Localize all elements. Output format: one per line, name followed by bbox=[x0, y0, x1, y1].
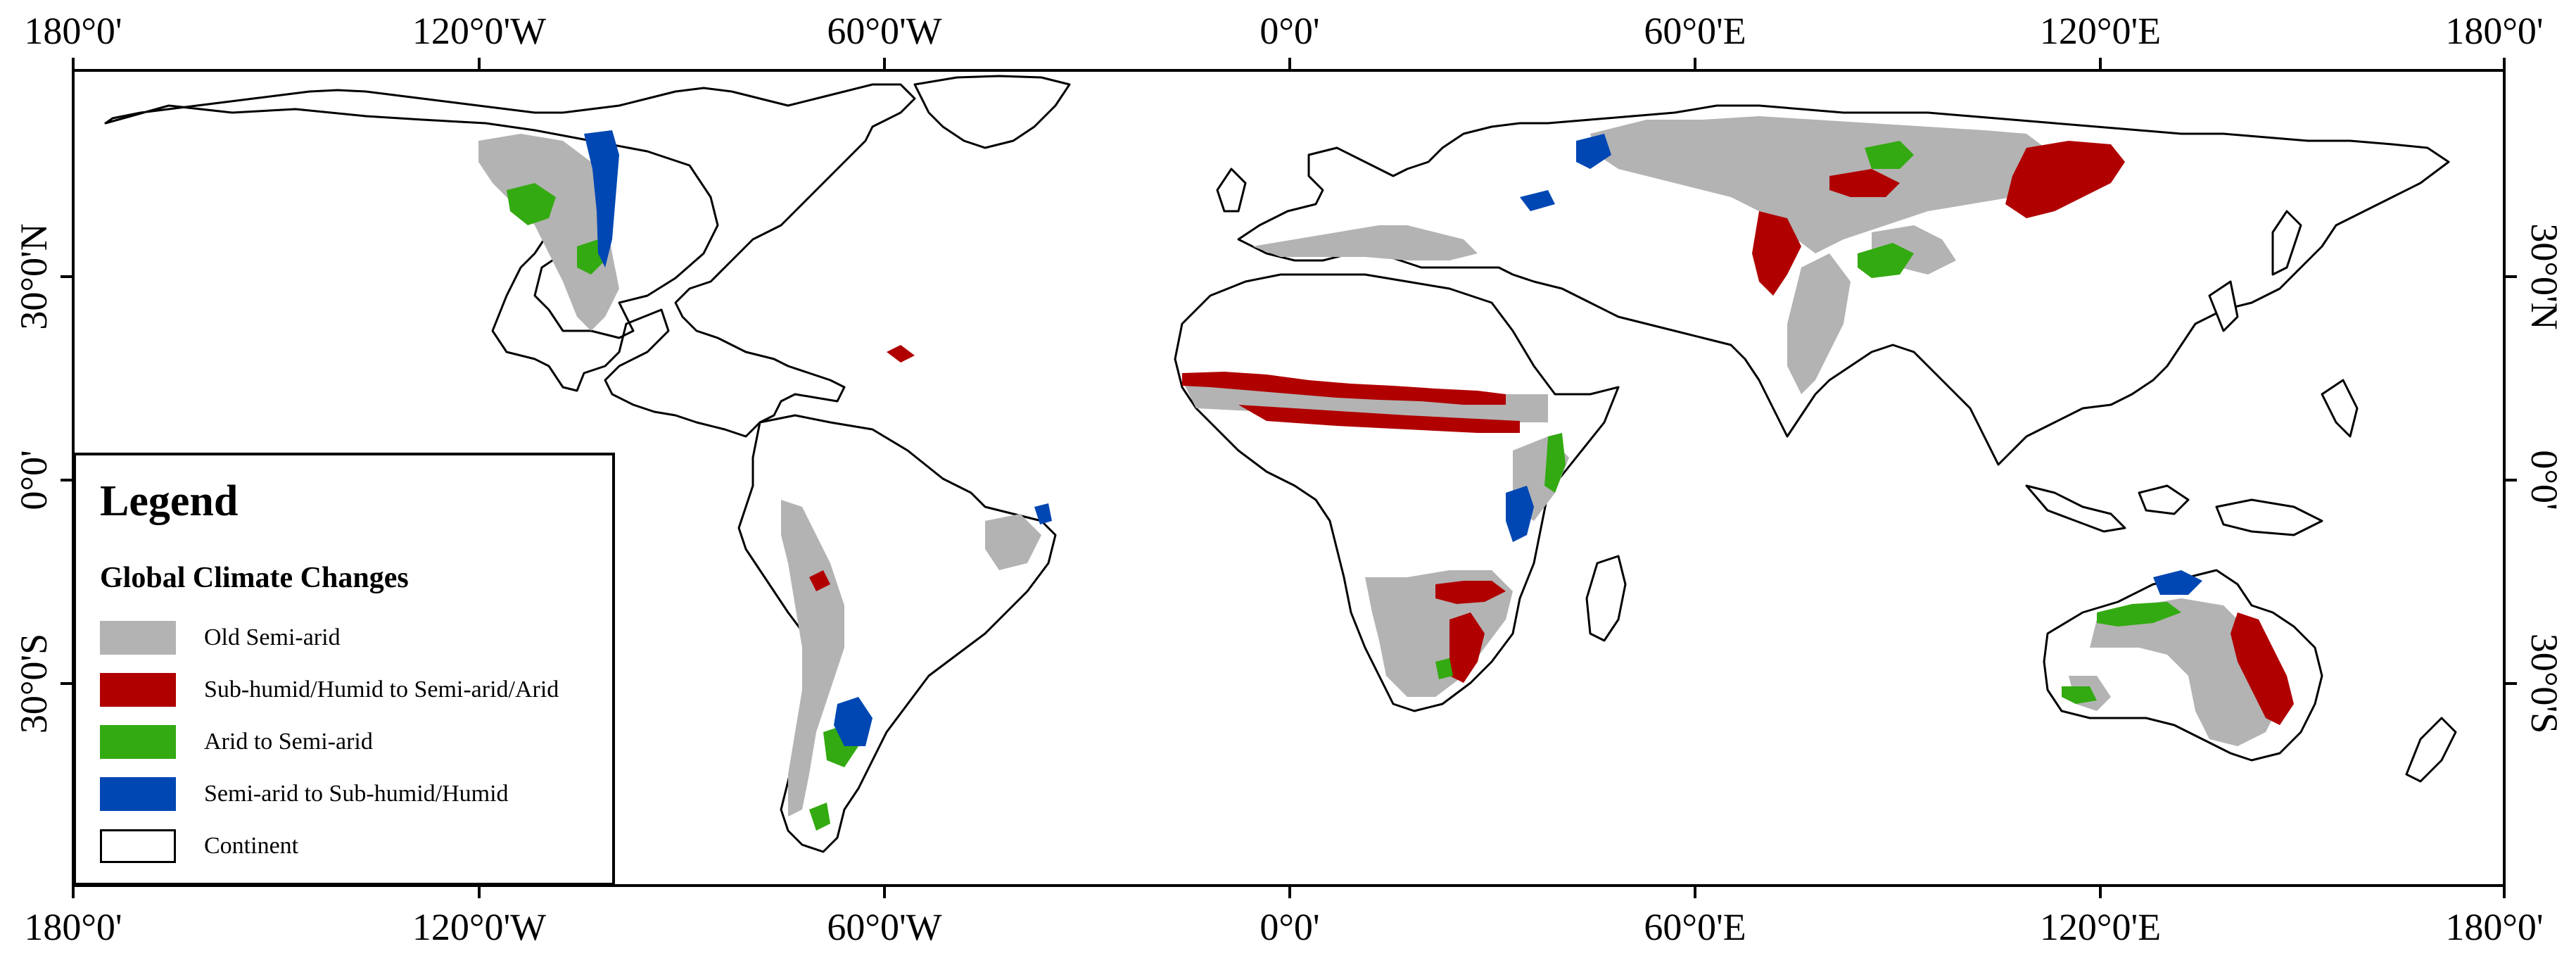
top-tick-label: 120°0'E bbox=[2040, 10, 2161, 52]
new-zealand-outline bbox=[2405, 717, 2457, 783]
top-tick-label: 60°0'W bbox=[827, 10, 941, 52]
humid-to-arid-zones bbox=[809, 141, 2294, 725]
top-tick-label: 180°0' bbox=[2445, 10, 2543, 52]
legend-item-continent: Continent bbox=[100, 828, 298, 864]
top-tick-labels: 180°0' 120°0'W 60°0'W 0°0' 60°0'E 120°0'… bbox=[24, 10, 2543, 52]
semi-arid-to-humid-zones bbox=[584, 130, 2202, 746]
top-tick-label: 120°0'W bbox=[412, 10, 546, 52]
bottom-tick-label: 120°0'E bbox=[2040, 906, 2161, 948]
legend-label: Arid to Semi-arid bbox=[204, 729, 373, 755]
top-tick-label: 60°0'E bbox=[1644, 10, 1746, 52]
top-tick-label: 0°0' bbox=[1260, 10, 1319, 52]
bottom-tick-label: 180°0' bbox=[2445, 906, 2543, 948]
legend-swatch bbox=[100, 725, 176, 759]
right-tick-label: 0°0' bbox=[2523, 450, 2565, 510]
legend-swatch bbox=[100, 673, 176, 707]
legend-item-semi-arid-to-humid: Semi-arid to Sub-humid/Humid bbox=[100, 776, 509, 812]
left-tick-label: 30°0'N bbox=[13, 223, 55, 329]
bottom-tick-label: 180°0' bbox=[24, 906, 122, 948]
legend-swatch bbox=[100, 777, 176, 811]
legend-label: Continent bbox=[204, 833, 299, 859]
climate-zones bbox=[478, 116, 2294, 831]
bottom-tick-label: 120°0'W bbox=[412, 906, 546, 948]
right-tick-label: 30°0'S bbox=[2523, 634, 2565, 734]
small-islands-outline bbox=[1216, 168, 2302, 276]
bottom-tick-label: 0°0' bbox=[1260, 906, 1319, 948]
legend-item-old-semi-arid: Old Semi-arid bbox=[100, 619, 341, 656]
top-tick-label: 180°0' bbox=[24, 10, 122, 52]
graticule-ticks bbox=[61, 58, 2517, 898]
north-america-outline bbox=[104, 83, 916, 438]
madagascar-outline bbox=[1585, 555, 1627, 642]
bottom-tick-label: 60°0'E bbox=[1644, 906, 1746, 948]
south-america-outline bbox=[737, 414, 1057, 853]
legend-item-humid-to-arid: Sub-humid/Humid to Semi-arid/Arid bbox=[100, 672, 559, 708]
legend-label: Semi-arid to Sub-humid/Humid bbox=[204, 781, 509, 807]
bottom-tick-labels: 180°0' 120°0'W 60°0'W 0°0' 60°0'E 120°0'… bbox=[24, 906, 2543, 948]
legend-panel: Legend Global Climate Changes Old Semi-a… bbox=[73, 453, 615, 886]
bottom-tick-label: 60°0'W bbox=[827, 906, 941, 948]
left-tick-label: 0°0' bbox=[13, 450, 55, 510]
legend-subtitle: Global Climate Changes bbox=[100, 562, 409, 594]
right-tick-label: 30°0'N bbox=[2523, 223, 2565, 329]
legend-swatch bbox=[100, 829, 176, 863]
legend-label: Old Semi-arid bbox=[204, 624, 341, 650]
left-tick-label: 30°0'S bbox=[13, 634, 55, 734]
right-tick-labels: 30°0'N 0°0' 30°0'S bbox=[2523, 223, 2565, 734]
islands-outline bbox=[2025, 280, 2359, 536]
legend-title: Legend bbox=[100, 477, 239, 525]
legend-swatch bbox=[100, 621, 176, 655]
legend-label: Sub-humid/Humid to Semi-arid/Arid bbox=[204, 676, 559, 703]
left-tick-labels: 30°0'N 0°0' 30°0'S bbox=[13, 223, 55, 734]
greenland-outline bbox=[913, 75, 1071, 149]
legend-item-arid-to-semi-arid: Arid to Semi-arid bbox=[100, 724, 373, 760]
